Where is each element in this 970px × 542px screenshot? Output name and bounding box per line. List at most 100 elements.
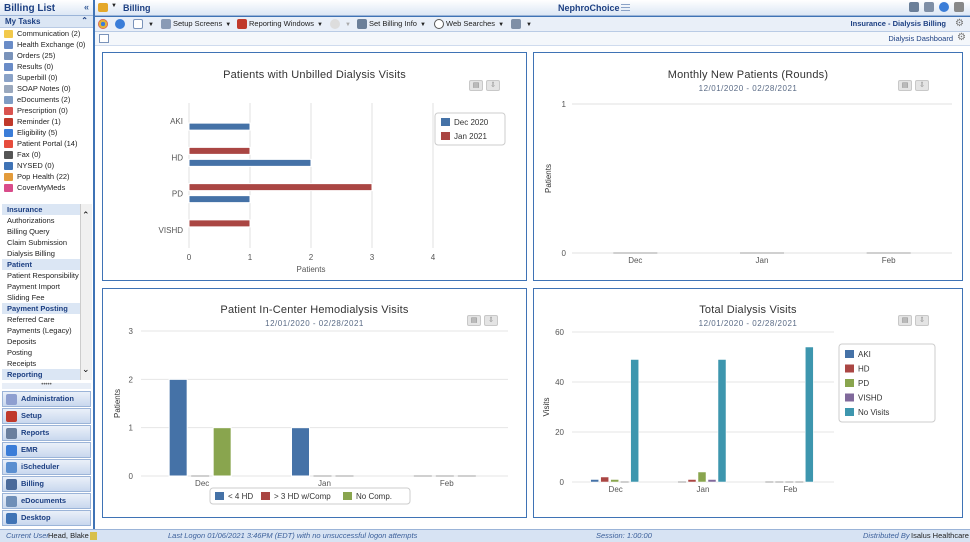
education-menu[interactable]: ▼: [511, 18, 532, 30]
chevron-up-icon[interactable]: ⌃: [81, 16, 88, 25]
menu-icon[interactable]: [621, 4, 630, 12]
patient-card-icon[interactable]: ▼: [133, 18, 154, 30]
graduation-icon[interactable]: [924, 2, 934, 12]
task-item[interactable]: Pop Health (22): [0, 171, 93, 182]
module-label: Reports: [21, 428, 50, 437]
task-item[interactable]: Patient Portal (14): [0, 138, 93, 149]
menu-item[interactable]: Payment Import: [7, 282, 60, 291]
task-item[interactable]: Communication (2): [0, 28, 93, 39]
legend-swatch: [215, 492, 224, 500]
total-chart: 0 20 40 60 Visits Dec Jan Feb AKI HD PD VISHD No Vis…: [542, 328, 936, 494]
scroll-up-icon[interactable]: ⌃: [82, 210, 90, 220]
menu-item[interactable]: Dialysis Billing: [7, 249, 55, 258]
refresh-icon[interactable]: [115, 18, 127, 30]
task-item[interactable]: Prescription (0): [0, 105, 93, 116]
status-bar: Current User Head, Blake Last Logon 01/0…: [0, 529, 970, 542]
x-tick-label: Feb: [783, 485, 797, 494]
web-searches-menu[interactable]: Web Searches ▼: [434, 18, 504, 30]
task-list: Communication (2) Health Exchange (0) Orde…: [0, 28, 93, 193]
download-icon[interactable]: ⇩: [486, 80, 500, 91]
app-title: NephroChoice: [558, 3, 620, 13]
binoculars-icon[interactable]: [909, 2, 919, 12]
module-button[interactable]: Desktop: [2, 510, 91, 526]
legend-swatch: [441, 118, 450, 126]
x-tick-label: Dec: [195, 479, 209, 488]
legend-swatch: [441, 132, 450, 140]
menu-item[interactable]: Payments (Legacy): [7, 326, 72, 335]
menu-item[interactable]: Deposits: [7, 337, 37, 346]
download-icon[interactable]: ⇩: [915, 80, 929, 91]
task-item[interactable]: SOAP Notes (0): [0, 83, 93, 94]
menu-item[interactable]: Authorizations: [7, 216, 55, 225]
dashboard-gear-icon[interactable]: ⚙: [957, 32, 966, 43]
legend-label: PD: [858, 379, 869, 388]
menu-section-header[interactable]: Insurance: [2, 204, 91, 215]
legend-swatch: [845, 364, 854, 373]
dashboard-content: Patients with Unbilled Dialysis Visits ▤…: [95, 46, 970, 529]
y-tick-label: 2: [129, 375, 134, 384]
module-button[interactable]: EMR: [2, 442, 91, 458]
task-item[interactable]: Fax (0): [0, 149, 93, 160]
task-item[interactable]: eDocuments (2): [0, 94, 93, 105]
monthly-chart-title: Monthly New Patients (Rounds): [667, 69, 829, 81]
chrome-icon[interactable]: [98, 18, 110, 30]
module-button[interactable]: Administration: [2, 391, 91, 407]
total-chart-subtitle: 12/01/2020 - 02/28/2021: [698, 319, 798, 328]
window-icon[interactable]: [99, 34, 109, 43]
dashboard-title: Dialysis Dashboard: [888, 34, 953, 43]
print-icon[interactable]: ▤: [898, 315, 912, 326]
bar: [291, 427, 310, 477]
administration-icon: [6, 394, 17, 405]
set-billing-info-menu[interactable]: Set Billing Info ▼: [357, 18, 426, 30]
task-item[interactable]: Superbill (0): [0, 72, 93, 83]
context-gear-icon[interactable]: ⚙: [955, 18, 964, 29]
billing-menu: Insurance Authorizations Billing Query Clai…: [2, 204, 91, 381]
task-item[interactable]: Orders (25): [0, 50, 93, 61]
menu-item[interactable]: Billing Query: [7, 227, 50, 236]
web-searches-label: Web Searches: [446, 19, 496, 28]
legend-box: [838, 343, 936, 423]
settings-icon[interactable]: [954, 2, 964, 12]
menu-item[interactable]: Patient Responsibility: [7, 271, 79, 280]
in-center-visits-panel: Patient In-Center Hemodialysis Visits 12…: [102, 288, 527, 518]
task-item[interactable]: Eligibility (5): [0, 127, 93, 138]
menu-item[interactable]: Referred Care: [7, 315, 55, 324]
task-item[interactable]: NYSED (0): [0, 160, 93, 171]
module-button[interactable]: Billing: [2, 476, 91, 492]
lock-dropdown-icon[interactable]: ▼: [111, 3, 117, 9]
module-button[interactable]: Reports: [2, 425, 91, 441]
reporting-windows-menu[interactable]: Reporting Windows ▼: [237, 18, 323, 30]
collapse-sidebar-icon[interactable]: «: [83, 2, 89, 12]
menu-section-header[interactable]: Payment Posting: [2, 303, 91, 314]
download-icon[interactable]: ⇩: [915, 315, 929, 326]
y-tick-label: 0: [562, 249, 567, 258]
sidebar-splitter[interactable]: •••••: [2, 382, 91, 389]
bar: [188, 122, 251, 131]
menu-item[interactable]: Receipts: [7, 359, 37, 368]
task-item[interactable]: Reminder (1): [0, 116, 93, 127]
tasks-header[interactable]: My Tasks ⌃: [0, 16, 93, 28]
tools-icon: [357, 19, 367, 30]
task-item[interactable]: Results (0): [0, 61, 93, 72]
menu-section-header[interactable]: Reporting: [2, 369, 91, 380]
setup-screens-menu[interactable]: Setup Screens ▼: [161, 18, 231, 30]
print-icon[interactable]: ▤: [467, 315, 481, 326]
headset-icon[interactable]: [939, 2, 949, 12]
print-icon[interactable]: ▤: [469, 80, 483, 91]
module-button[interactable]: Setup: [2, 408, 91, 424]
menu-scrollbar[interactable]: ⌃ ⌄: [80, 204, 92, 380]
scroll-down-icon[interactable]: ⌄: [82, 364, 90, 374]
task-item[interactable]: CoverMyMeds: [0, 182, 93, 193]
module-label: Desktop: [21, 513, 51, 522]
menu-item[interactable]: Claim Submission: [7, 238, 68, 247]
menu-item[interactable]: Sliding Fee: [7, 293, 45, 302]
print-icon[interactable]: ▤: [898, 80, 912, 91]
download-icon[interactable]: ⇩: [484, 315, 498, 326]
module-button[interactable]: eDocuments: [2, 493, 91, 509]
document-icon: [4, 95, 13, 104]
task-item[interactable]: Health Exchange (0): [0, 39, 93, 50]
menu-section-header[interactable]: Patient: [2, 259, 91, 270]
module-button[interactable]: iScheduler: [2, 459, 91, 475]
lock-icon[interactable]: [98, 3, 108, 12]
menu-item[interactable]: Posting: [7, 348, 33, 357]
